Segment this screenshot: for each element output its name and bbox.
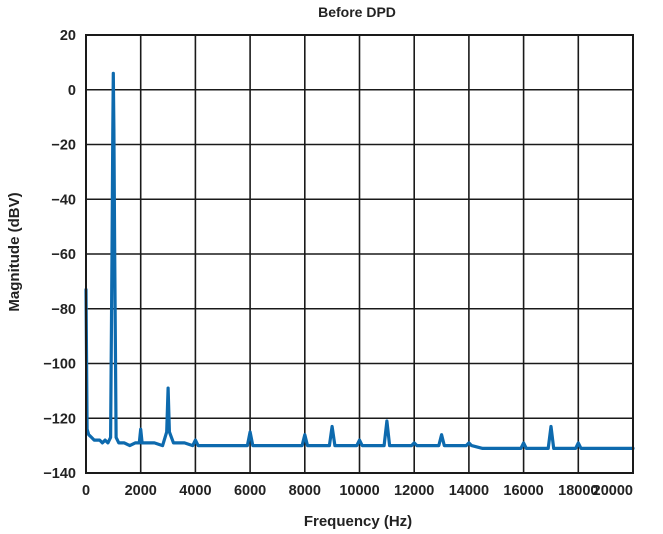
y-tick-label: −120 (43, 411, 76, 427)
x-tick-label: 4000 (179, 483, 211, 499)
x-tick-label: 20000 (593, 483, 633, 499)
x-tick-label: 12000 (394, 483, 434, 499)
plot-frame (85, 34, 634, 474)
chart-title: Before DPD (318, 4, 396, 20)
y-axis-label: Magnitude (dBV) (6, 192, 23, 311)
grid-lines (85, 34, 634, 474)
x-tick-label: 16000 (503, 483, 543, 499)
y-tick-labels: 20 0 −20 −40 −60 −80 −100 −120 −140 (43, 28, 76, 482)
y-tick-label: 20 (60, 28, 76, 44)
x-tick-label: 2000 (125, 483, 157, 499)
y-tick-label: 0 (68, 83, 76, 99)
x-tick-label: 8000 (289, 483, 321, 499)
x-tick-label: 18000 (558, 483, 598, 499)
x-tick-label: 6000 (234, 483, 266, 499)
x-axis-label: Frequency (Hz) (304, 513, 412, 530)
x-tick-label: 0 (82, 483, 90, 499)
y-tick-label: −20 (51, 138, 76, 154)
x-tick-labels: 0 2000 4000 6000 8000 10000 12000 14000 16000 180… (82, 483, 633, 499)
y-tick-label: −80 (51, 302, 76, 318)
x-tick-label: 10000 (339, 483, 379, 499)
y-tick-label: −100 (43, 357, 76, 373)
y-tick-label: −40 (51, 192, 76, 208)
y-tick-label: −140 (43, 466, 76, 482)
y-tick-label: −60 (51, 247, 76, 263)
x-tick-label: 14000 (449, 483, 489, 499)
series-line (84, 71, 635, 450)
